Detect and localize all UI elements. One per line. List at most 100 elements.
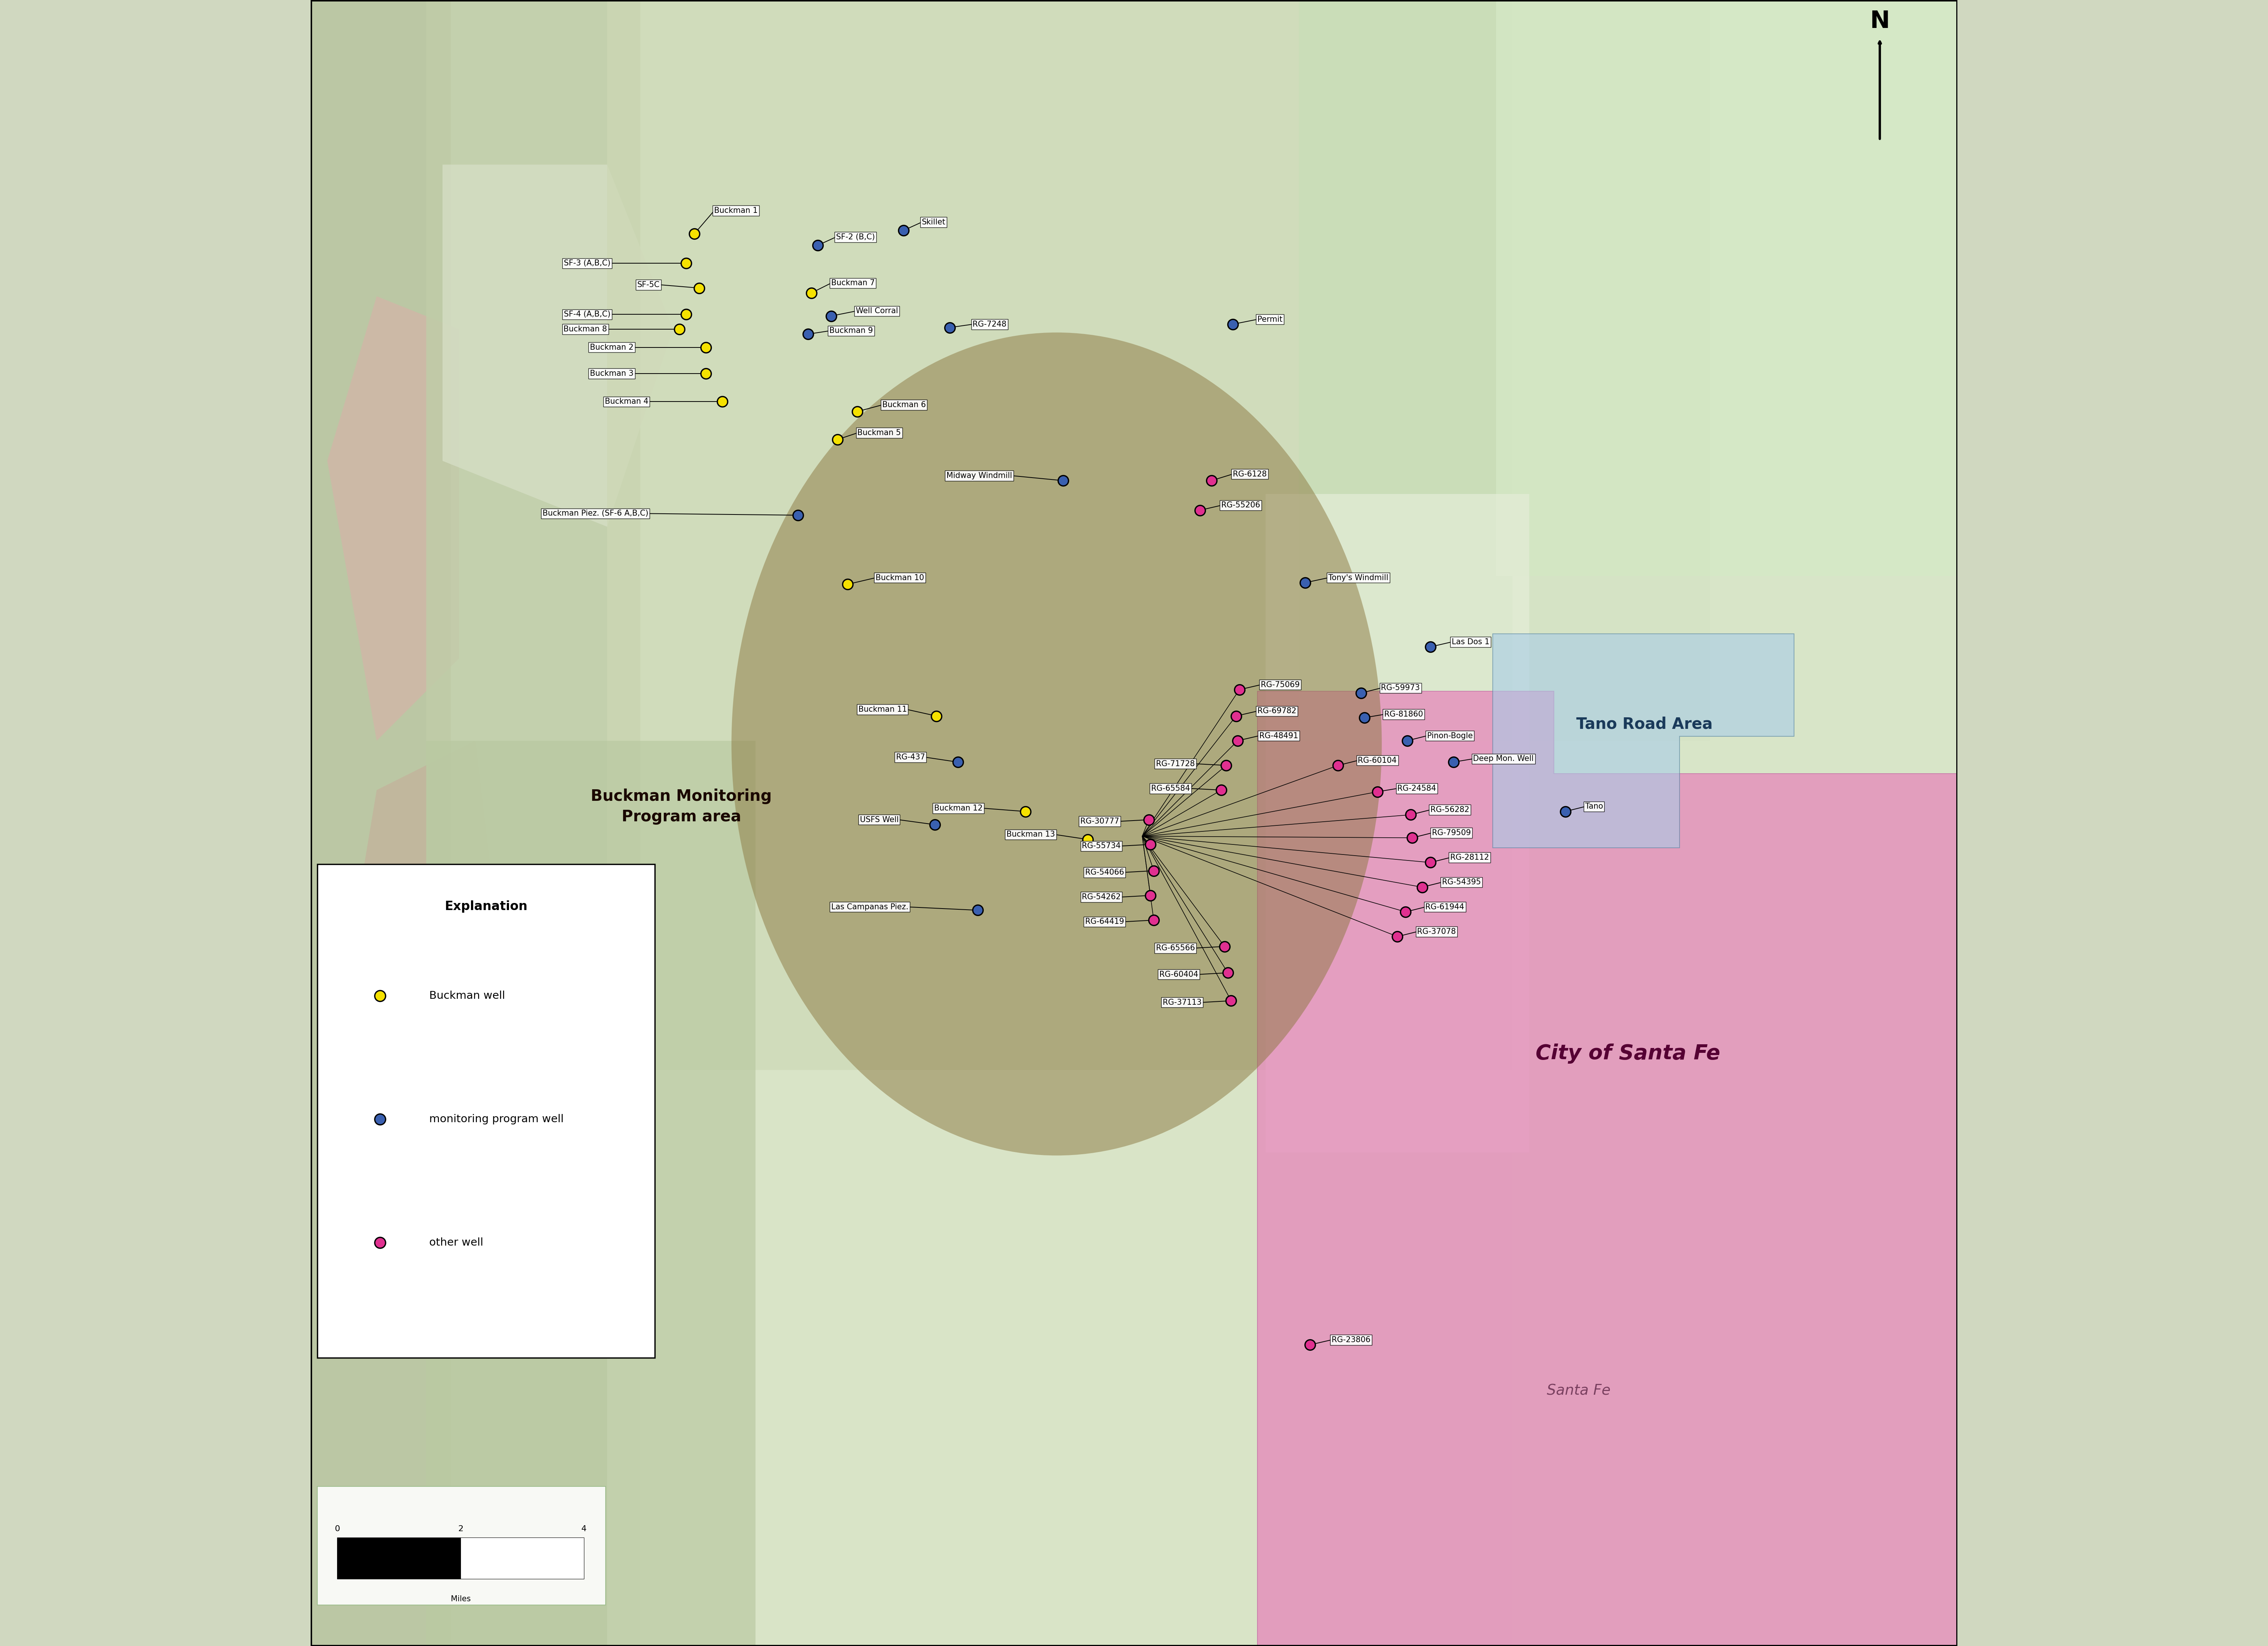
Text: Buckman well: Buckman well: [429, 991, 506, 1001]
Point: [1070, 826, 1107, 853]
Point: [885, 217, 921, 244]
Text: USFS Well: USFS Well: [860, 816, 898, 823]
Point: [919, 703, 955, 729]
Text: Midway Windmill: Midway Windmill: [946, 472, 1012, 479]
Text: RG-54066: RG-54066: [1084, 869, 1125, 876]
Bar: [338, 1537, 460, 1579]
Text: Pinon-Bogle: Pinon-Bogle: [1427, 732, 1472, 739]
Text: Buckman 10: Buckman 10: [875, 574, 923, 581]
Polygon shape: [327, 296, 458, 741]
Point: [1547, 798, 1583, 825]
Bar: [311, 0, 451, 1646]
Text: RG-64419: RG-64419: [1084, 918, 1125, 925]
Polygon shape: [345, 741, 508, 1152]
Text: RG-23806: RG-23806: [1331, 1337, 1370, 1343]
Point: [1202, 777, 1238, 803]
Text: Buckman 3: Buckman 3: [590, 370, 633, 377]
Text: Las Campanas Piez.: Las Campanas Piez.: [832, 904, 909, 910]
Text: RG-61944: RG-61944: [1424, 904, 1465, 910]
Text: RG-6128: RG-6128: [1234, 471, 1268, 477]
Text: RG-37078: RG-37078: [1418, 928, 1456, 935]
Text: RG-48491: RG-48491: [1259, 732, 1297, 739]
Point: [1404, 874, 1440, 900]
Text: Permit: Permit: [1256, 316, 1281, 323]
Text: SF-2 (B,C): SF-2 (B,C): [837, 234, 875, 240]
Text: RG-437: RG-437: [896, 754, 925, 760]
Bar: [1266, 494, 1529, 1152]
Text: 2: 2: [458, 1526, 463, 1532]
Text: Santa Fe: Santa Fe: [1547, 1384, 1610, 1397]
Text: Buckman Piez. (SF-6 A,B,C): Buckman Piez. (SF-6 A,B,C): [542, 510, 649, 517]
Text: Well Corral: Well Corral: [855, 308, 898, 314]
Text: Buckman 1: Buckman 1: [714, 207, 758, 214]
Polygon shape: [442, 165, 674, 527]
Text: Skillet: Skillet: [921, 219, 946, 226]
Point: [1293, 1332, 1329, 1358]
Point: [1209, 752, 1245, 779]
Point: [1213, 988, 1250, 1014]
Point: [789, 321, 826, 347]
Text: RG-55206: RG-55206: [1220, 502, 1261, 509]
Point: [1218, 703, 1254, 729]
Point: [705, 388, 742, 415]
Text: RG-71728: RG-71728: [1157, 760, 1195, 767]
Text: RG-60104: RG-60104: [1359, 757, 1397, 764]
Point: [662, 316, 699, 342]
Text: RG-30777: RG-30777: [1080, 818, 1118, 825]
Point: [916, 811, 953, 838]
Point: [1359, 779, 1395, 805]
Text: Buckman 8: Buckman 8: [565, 326, 608, 332]
Point: [676, 221, 712, 247]
Bar: [1497, 0, 1957, 576]
Text: Buckman 6: Buckman 6: [882, 402, 925, 408]
Point: [1413, 634, 1449, 660]
Text: Buckman 11: Buckman 11: [857, 706, 907, 713]
Text: Buckman Monitoring
Program area: Buckman Monitoring Program area: [590, 788, 771, 825]
Point: [1193, 467, 1229, 494]
Point: [1388, 899, 1424, 925]
Point: [932, 314, 968, 341]
Point: [1132, 831, 1168, 858]
Text: RG-60404: RG-60404: [1159, 971, 1198, 978]
Text: Buckman 9: Buckman 9: [830, 328, 873, 334]
Point: [1132, 807, 1168, 833]
Point: [794, 280, 830, 306]
Text: Buckman 4: Buckman 4: [606, 398, 649, 405]
Point: [1220, 728, 1256, 754]
Text: RG-59973: RG-59973: [1381, 685, 1420, 691]
Text: RG-54262: RG-54262: [1082, 894, 1120, 900]
Polygon shape: [1256, 691, 1957, 1646]
Bar: [318, 1486, 606, 1605]
Point: [363, 1230, 399, 1256]
Point: [1209, 960, 1245, 986]
Bar: [426, 0, 640, 1646]
Text: RG-54395: RG-54395: [1442, 879, 1481, 886]
Text: RG-79509: RG-79509: [1431, 830, 1472, 836]
Point: [669, 250, 705, 277]
Text: RG-69782: RG-69782: [1256, 708, 1297, 714]
Point: [1136, 858, 1173, 884]
Text: Buckman 7: Buckman 7: [830, 280, 875, 286]
Polygon shape: [1492, 634, 1794, 848]
Point: [1007, 798, 1043, 825]
Point: [1347, 704, 1383, 731]
Point: [1413, 849, 1449, 876]
Point: [939, 749, 975, 775]
Point: [839, 398, 875, 425]
Text: SF-3 (A,B,C): SF-3 (A,B,C): [565, 260, 610, 267]
Text: 4: 4: [581, 1526, 587, 1532]
Text: City of Santa Fe: City of Santa Fe: [1535, 1044, 1719, 1063]
Point: [1379, 923, 1415, 950]
Point: [1216, 311, 1252, 337]
Point: [669, 301, 705, 328]
Point: [1207, 933, 1243, 960]
Point: [1136, 907, 1173, 933]
Text: RG-81860: RG-81860: [1383, 711, 1422, 718]
Text: Deep Mon. Well: Deep Mon. Well: [1474, 756, 1533, 762]
Point: [812, 303, 848, 329]
Point: [819, 426, 855, 453]
Bar: [460, 1537, 585, 1579]
Text: RG-24584: RG-24584: [1397, 785, 1436, 792]
Point: [687, 334, 723, 360]
Text: monitoring program well: monitoring program well: [429, 1114, 565, 1124]
